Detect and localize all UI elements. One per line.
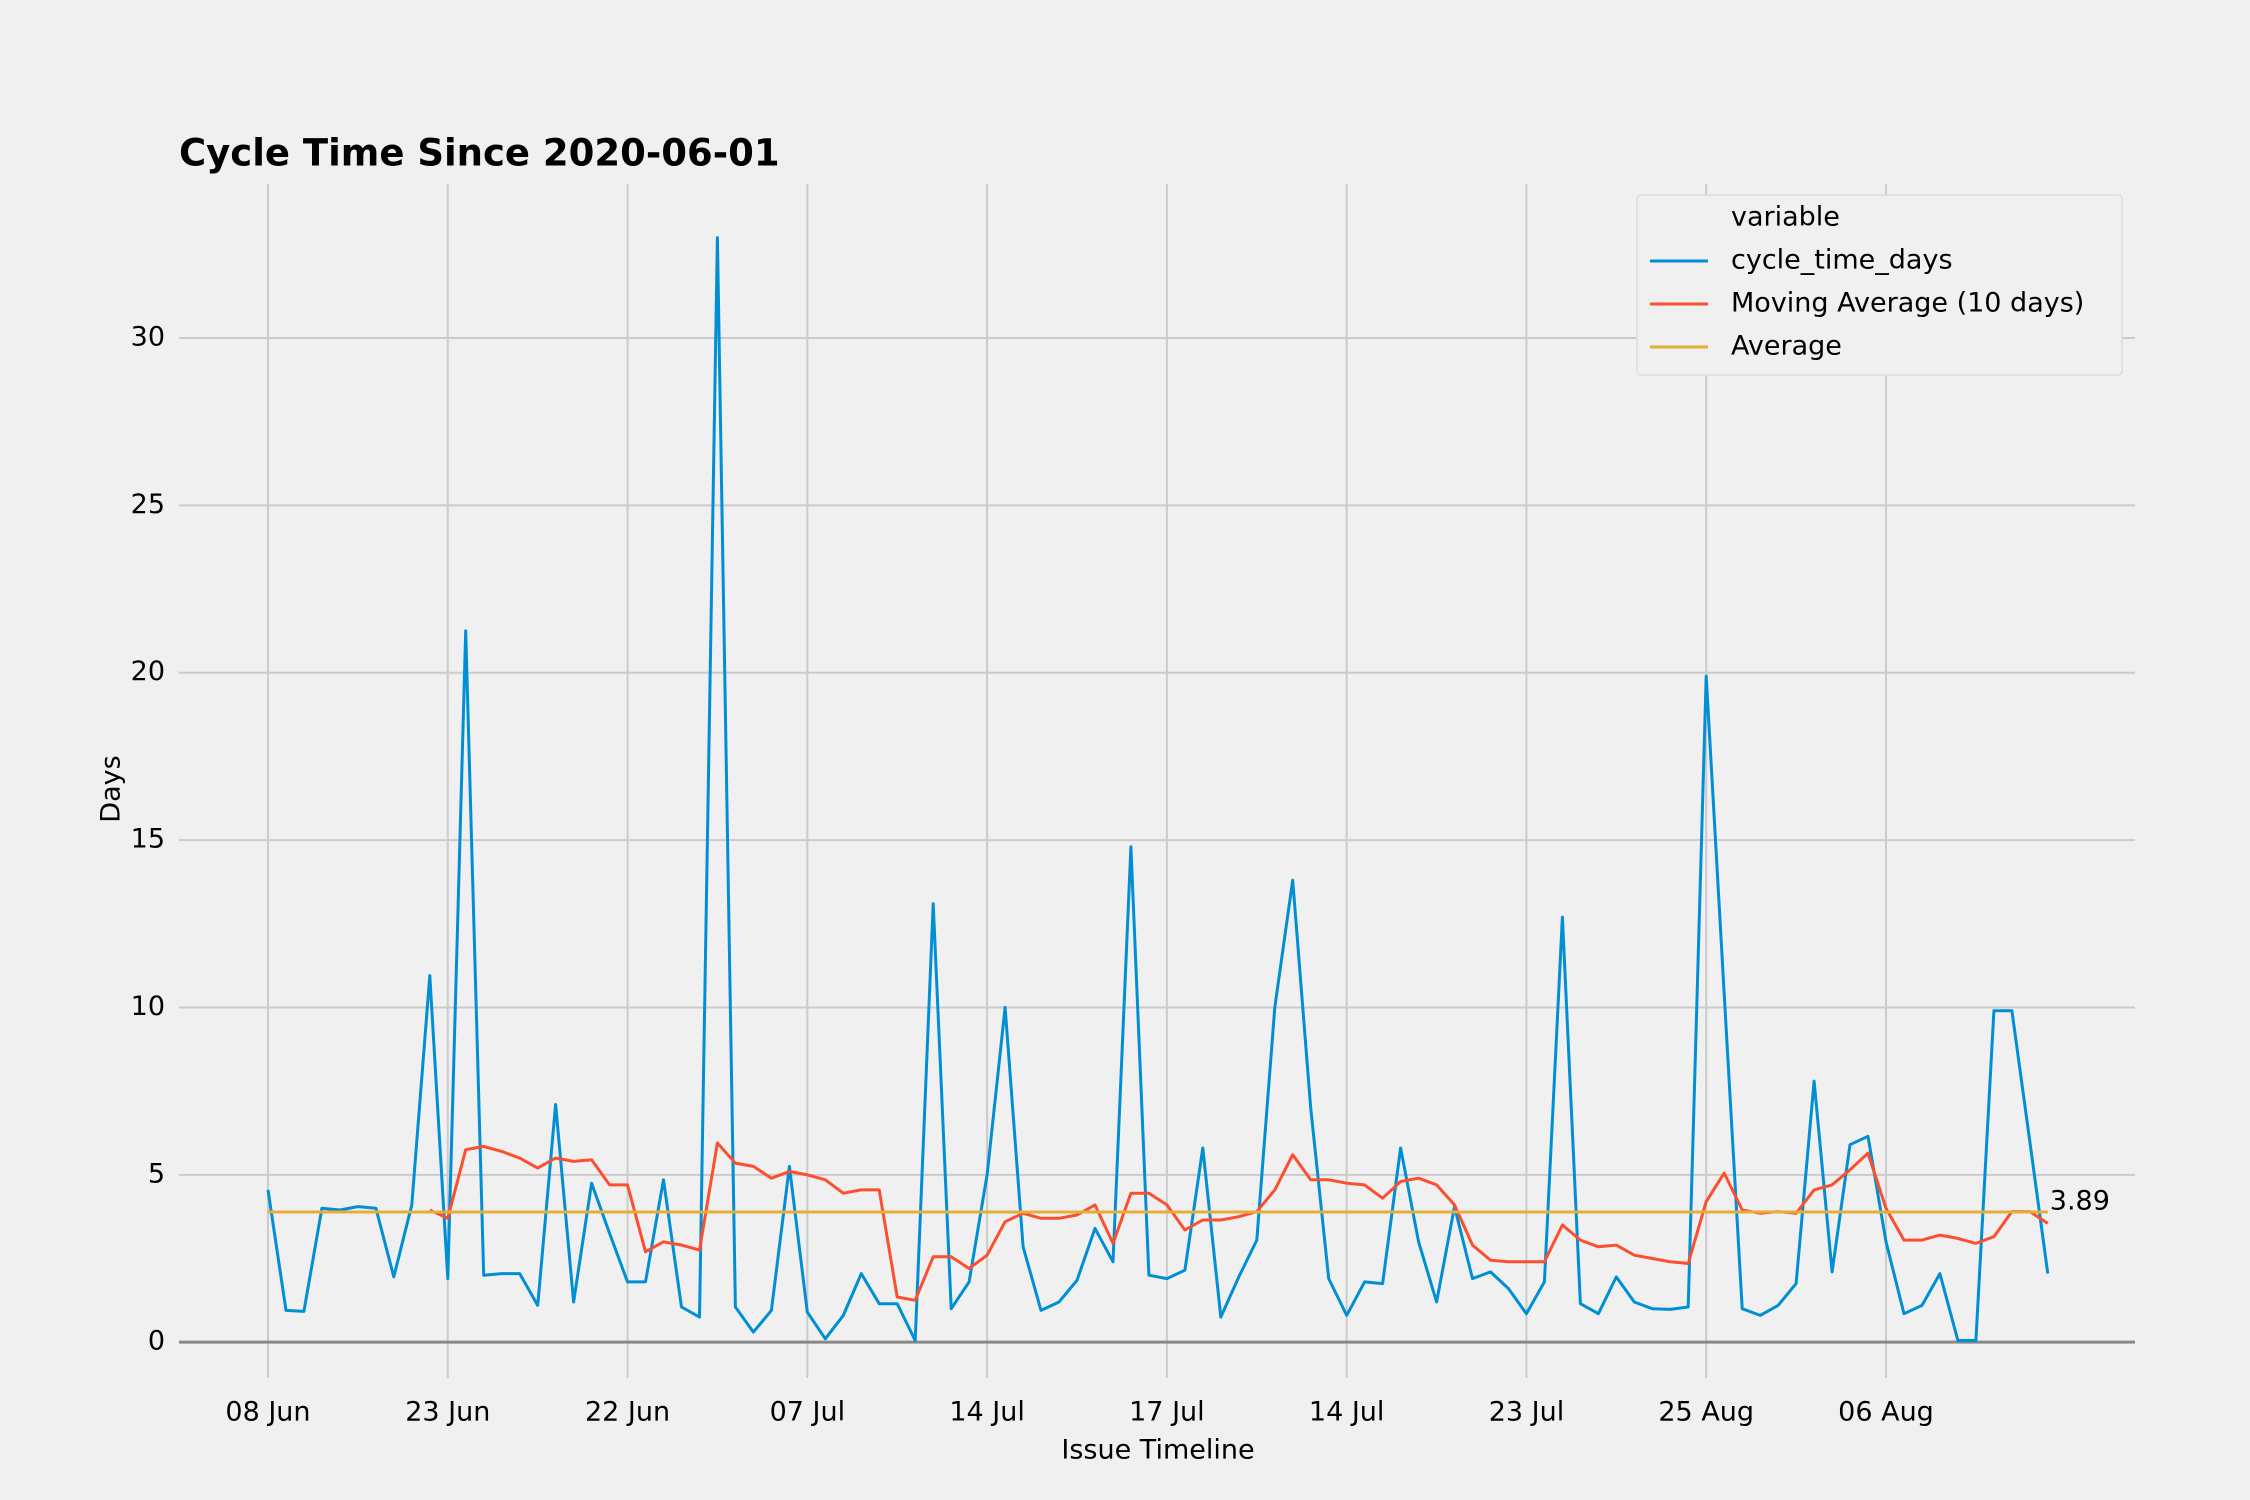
y-tick-label: 15	[131, 824, 165, 855]
y-axis-label: Days	[96, 755, 127, 822]
series-line	[266, 236, 2050, 1342]
x-tick-label: 22 Jun	[585, 1397, 670, 1428]
average-annotation: 3.89	[2050, 1185, 2110, 1216]
x-axis-label: Issue Timeline	[1061, 1435, 1254, 1466]
y-tick-label: 5	[148, 1158, 165, 1189]
legend-box	[1636, 194, 2123, 376]
x-tick-label: 07 Jul	[770, 1397, 846, 1428]
x-tick-label: 23 Jun	[405, 1397, 490, 1428]
y-tick-label: 25	[131, 489, 165, 520]
y-tick-label: 10	[131, 991, 165, 1022]
x-tick-label: 17 Jul	[1129, 1397, 1205, 1428]
legend-label: cycle_time_days	[1731, 245, 1953, 276]
legend-label: Moving Average (10 days)	[1731, 288, 2084, 319]
legend-title: variable	[1731, 202, 1840, 233]
x-tick-label: 14 Jul	[949, 1397, 1025, 1428]
chart-title: Cycle Time Since 2020-06-01	[179, 132, 780, 175]
y-tick-label: 30	[131, 321, 165, 352]
x-tick-label: 25 Aug	[1658, 1397, 1754, 1428]
y-tick-label: 0	[148, 1326, 165, 1357]
x-tick-label: 08 Jun	[225, 1397, 310, 1428]
x-tick-label: 23 Jul	[1489, 1397, 1565, 1428]
legend-label: Average	[1731, 331, 1842, 362]
x-tick-label: 06 Aug	[1838, 1397, 1934, 1428]
x-tick-label: 14 Jul	[1309, 1397, 1385, 1428]
y-tick-label: 20	[131, 656, 165, 687]
legend: variable cycle_time_days Moving Average (1…	[1636, 194, 2123, 376]
